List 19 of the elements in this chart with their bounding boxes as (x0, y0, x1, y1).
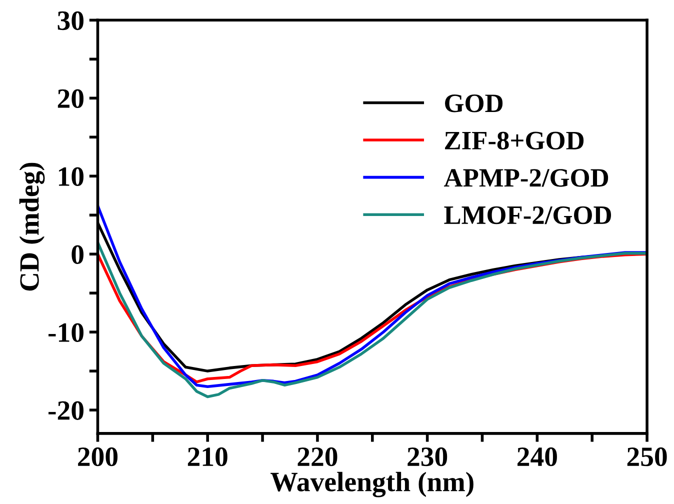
legend-label: APMP-2/GOD (444, 169, 608, 187)
x-tick-label: 210 (188, 447, 228, 466)
y-tick-label: 0 (72, 245, 84, 264)
legend-label: ZIF-8+GOD (444, 132, 584, 150)
legend-label: GOD (445, 94, 503, 112)
line-series (98, 241, 648, 398)
x-tick-label: 220 (298, 447, 338, 466)
y-tick-label: -20 (48, 401, 84, 420)
y-tick-label: -10 (48, 323, 84, 342)
x-tick-label: 240 (518, 447, 557, 466)
x-tick-label: 200 (78, 447, 118, 466)
x-tick-label: 230 (408, 447, 448, 466)
y-tick-label: 30 (58, 11, 84, 30)
y-tick-label: 20 (58, 89, 84, 108)
x-axis-title: Wavelength (nm) (270, 472, 474, 498)
y-axis-title: CD (mdeg) (19, 162, 45, 291)
y-tick-label: 10 (58, 167, 84, 186)
x-tick-label: 250 (627, 447, 667, 466)
legend-label: LMOF-2/GOD (444, 206, 612, 224)
